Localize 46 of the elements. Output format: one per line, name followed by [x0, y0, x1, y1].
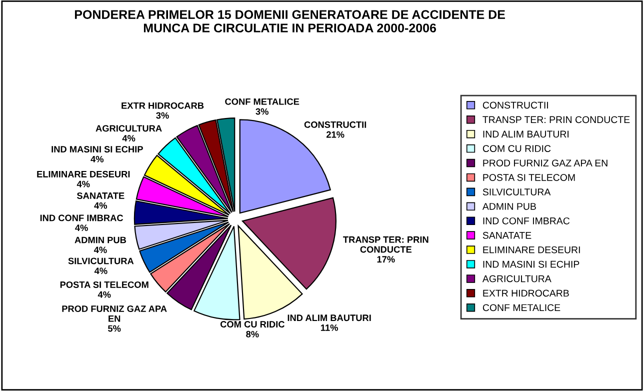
- slice-label: TRANSP TER: PRIN CONDUCTE: [343, 236, 428, 253]
- slice-label: AGRICULTURA: [96, 125, 162, 132]
- slice-label: EXTR HIDROCARB: [122, 102, 204, 109]
- slice-label: IND ALIM BAUTURI: [288, 314, 371, 322]
- legend-label: ELIMINARE DESEURI: [483, 246, 580, 254]
- data-label: 4%: [90, 156, 104, 162]
- data-label: 11%: [320, 324, 338, 331]
- data-label: 5%: [108, 325, 121, 332]
- slice-label: SANATATE: [76, 192, 124, 199]
- data-label: 4%: [76, 180, 90, 188]
- legend-label: ADMIN PUB: [482, 203, 536, 210]
- legend-label: IND MASINI SI ECHIP: [483, 260, 580, 268]
- data-label: 3%: [156, 112, 169, 119]
- legend-label: AGRICULTURA: [482, 275, 552, 282]
- slice-label: CONSTRUCTII: [304, 121, 366, 128]
- data-label: 4%: [122, 135, 136, 142]
- legend-label: SILVICULTURA: [482, 188, 551, 196]
- legend-label: POSTA SI TELECOM: [483, 174, 575, 181]
- chart-title: PONDEREA PRIMELOR 15 DOMENII GENERATOARE DE ACCIDENTE DE MUNCA DE CIRCULATIE IN PERIOADA 2000-2006: [74, 10, 505, 32]
- legend-label: PROD FURNIZ GAZ APA EN: [483, 160, 608, 166]
- slice-label: SILVICULTURA: [68, 258, 134, 264]
- data-label: 4%: [94, 202, 108, 209]
- legend-label: IND ALIM BAUTURI: [483, 130, 568, 138]
- legend-label: CONF METALICE: [482, 304, 560, 312]
- legend-label: COM CU RIDIC: [482, 145, 551, 152]
- data-label: 4%: [98, 291, 111, 298]
- slice-label: POSTA SI TELECOM: [60, 281, 148, 288]
- data-label: 3%: [256, 108, 268, 115]
- slice-label: ELIMINARE DESEURI: [37, 170, 130, 178]
- legend-label: CONSTRUCTII: [482, 102, 548, 109]
- legend-label: EXTR HIDROCARB: [483, 290, 569, 297]
- data-label: 4%: [94, 268, 108, 274]
- slice-label: CONF METALICE: [225, 98, 300, 105]
- slice-label: COM CU RIDIC: [220, 321, 285, 328]
- data-label: 21%: [326, 131, 344, 138]
- data-label: 8%: [246, 330, 259, 338]
- data-label: 4%: [94, 246, 107, 254]
- legend-label: SANATATE: [482, 232, 532, 239]
- data-label: 17%: [377, 256, 395, 263]
- legend-label: IND CONF IMBRAC: [483, 217, 570, 224]
- slice-label: ADMIN PUB: [74, 236, 126, 244]
- slice-label: PROD FURNIZ GAZ APA EN: [62, 305, 167, 322]
- slice-label: IND CONF IMBRAC: [40, 214, 124, 222]
- legend-label: TRANSP TER: PRIN CONDUCTE: [482, 116, 630, 124]
- slice-label: IND MASINI SI ECHIP: [52, 146, 143, 153]
- data-label: 4%: [75, 224, 88, 232]
